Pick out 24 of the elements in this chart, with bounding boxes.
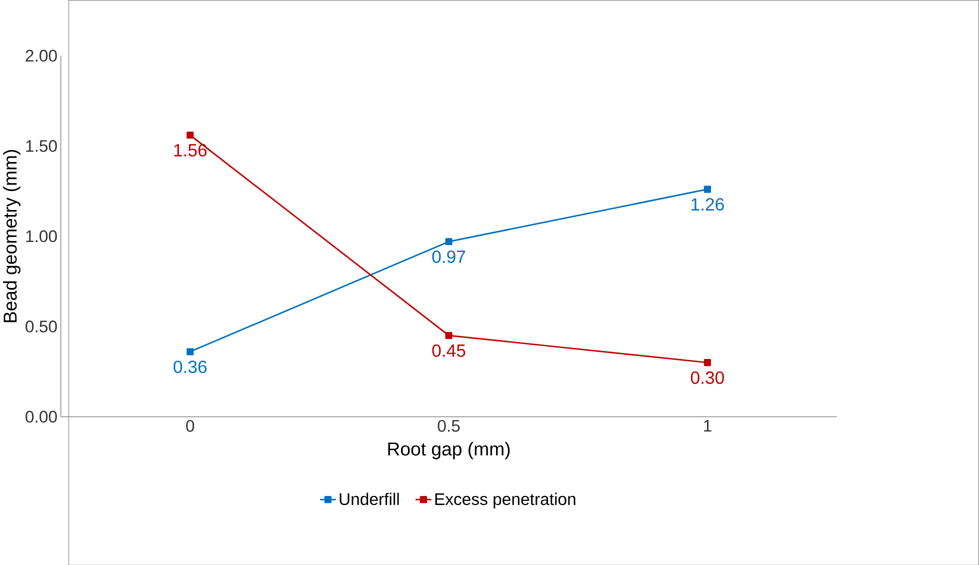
y-axis-title: Bead geometry (mm) [3, 150, 20, 322]
data-label: 0.36 [174, 360, 207, 373]
legend-label: Underfill [340, 492, 399, 505]
y-tick-label: 0.00 [26, 410, 57, 422]
point [445, 238, 452, 245]
x-tick-label: 0.5 [438, 420, 460, 432]
data-label: 1.56 [174, 144, 207, 156]
y-tick-label: 1.50 [26, 140, 57, 152]
y-tick-label: 2.00 [26, 50, 57, 62]
x-axis-title: Root gap (mm) [388, 442, 510, 460]
data-label: 0.97 [432, 250, 466, 263]
point [186, 348, 194, 356]
y-tick-label: 0.50 [26, 320, 57, 332]
point [704, 358, 711, 366]
x-tick-label: 0 [186, 420, 194, 432]
point [704, 186, 711, 193]
point [186, 131, 194, 138]
data-label: 0.45 [432, 344, 466, 357]
legend-label: Excess penetration [435, 492, 576, 508]
x-tick-label: 1 [704, 420, 712, 432]
point [445, 332, 452, 339]
data-label: 1.26 [692, 198, 724, 210]
y-tick-label: 1.00 [26, 230, 57, 242]
data-label: 0.30 [690, 371, 724, 384]
